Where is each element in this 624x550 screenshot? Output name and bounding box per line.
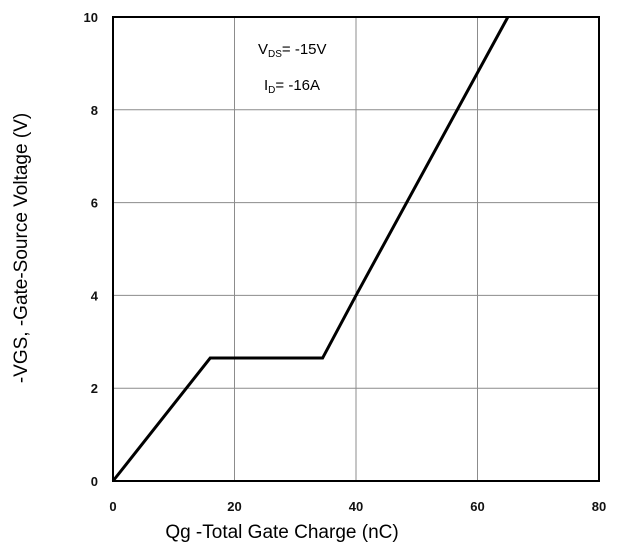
grid-lines — [113, 17, 599, 481]
series-group — [111, 16, 510, 482]
plot-frame — [112, 16, 600, 482]
id-annotation-value: = -16A — [275, 77, 320, 94]
y-axis-label: -VGS, -Gate-Source Voltage (V) — [11, 113, 32, 383]
id-annotation: ID= -16A — [264, 77, 320, 96]
y-tick-label: 4 — [91, 288, 99, 303]
x-tick-label: 40 — [349, 499, 363, 514]
gate-charge-line — [111, 16, 510, 482]
x-tick-labels: 0 20 40 60 80 — [109, 499, 606, 514]
id-annotation-sub: D — [268, 85, 275, 96]
y-tick-label: 8 — [91, 103, 98, 118]
x-tick-label: 60 — [470, 499, 484, 514]
vds-annotation-value: = -15V — [282, 41, 327, 58]
y-tick-label: 10 — [84, 10, 98, 25]
vds-annotation-sub: DS — [268, 49, 282, 60]
x-tick-label: 0 — [109, 499, 116, 514]
y-tick-label: 6 — [91, 196, 98, 211]
x-axis-label: Qg -Total Gate Charge (nC) — [165, 522, 398, 543]
vds-annotation: VDS= -15V — [258, 41, 327, 60]
y-tick-label: 0 — [91, 474, 98, 489]
vds-annotation-main: V — [258, 41, 268, 58]
y-tick-labels: 0 2 4 6 8 10 — [84, 10, 99, 489]
y-tick-label: 2 — [91, 381, 98, 396]
x-tick-label: 20 — [227, 499, 241, 514]
x-tick-label: 80 — [592, 499, 606, 514]
id-annotation-main: I — [264, 77, 268, 94]
